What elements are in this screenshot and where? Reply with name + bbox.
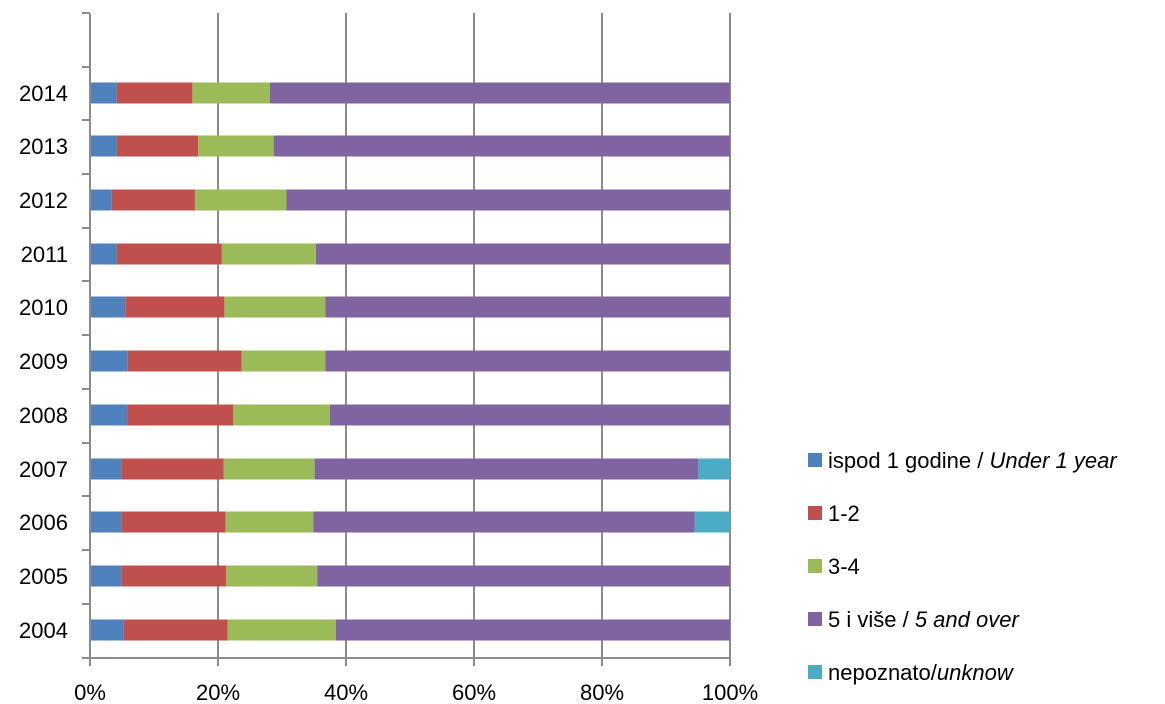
- bar-segment: [317, 565, 730, 587]
- bar-segment: [90, 458, 122, 480]
- legend-label: ispod 1 godine / Under 1 year: [828, 448, 1118, 473]
- legend-swatch: [808, 559, 822, 573]
- bar-segment: [121, 458, 224, 480]
- bar-segment: [125, 296, 225, 318]
- y-tick-label: 2008: [19, 403, 68, 428]
- bar-segment: [221, 243, 316, 265]
- x-tick-label: 20%: [196, 680, 240, 704]
- bar-segment: [315, 243, 730, 265]
- y-tick-label: 2010: [19, 295, 68, 320]
- bar-segment: [127, 404, 234, 426]
- bar-segment: [325, 296, 730, 318]
- bar-segment: [226, 565, 318, 587]
- bar-segment: [198, 135, 274, 157]
- y-tick-label: 2014: [19, 81, 68, 106]
- legend-label: 3-4: [828, 554, 860, 579]
- legend-swatch: [808, 612, 822, 626]
- bar-segment: [227, 619, 336, 641]
- axes: 0% 20% 40% 60% 80% 100% 2004 2005 2006 2007 2008 20…: [19, 12, 758, 704]
- bar-segment: [694, 511, 730, 533]
- bar-segment: [90, 243, 117, 265]
- bar-segment: [194, 189, 287, 211]
- bar-segment: [90, 511, 122, 533]
- bar-segment: [314, 458, 698, 480]
- bar-segment: [273, 135, 730, 157]
- bar-segment: [116, 243, 222, 265]
- y-tick-label: 2009: [19, 349, 68, 374]
- bar-segment: [225, 511, 314, 533]
- bar-segment: [325, 350, 730, 372]
- y-tick-label: 2004: [19, 618, 68, 643]
- bar-segment: [121, 511, 226, 533]
- y-tick-label: 2007: [19, 457, 68, 482]
- bar-segment: [233, 404, 330, 426]
- bar-segment: [111, 189, 195, 211]
- bar-segment: [90, 404, 128, 426]
- bar-segment: [241, 350, 326, 372]
- legend-label: 1-2: [828, 501, 860, 526]
- legend: ispod 1 godine / Under 1 year 1-2 3-4 5 i v…: [808, 448, 1118, 685]
- bar-segment: [223, 458, 315, 480]
- bar-segment: [224, 296, 326, 318]
- bar-segment: [127, 350, 242, 372]
- bar-segment: [330, 404, 730, 426]
- legend-label: 5 i više / 5 and over: [828, 607, 1020, 632]
- legend-swatch: [808, 665, 822, 679]
- y-tick-label: 2006: [19, 510, 68, 535]
- legend-swatch: [808, 453, 822, 467]
- x-tick-label: 40%: [324, 680, 368, 704]
- bar-segment: [269, 82, 730, 104]
- x-tick-label: 60%: [452, 680, 496, 704]
- bar-segment: [90, 82, 117, 104]
- bar-segment: [335, 619, 730, 641]
- bar-segment: [286, 189, 730, 211]
- bar-segment: [116, 135, 199, 157]
- y-tick-label: 2012: [19, 188, 68, 213]
- y-tick-label: 2013: [19, 134, 68, 159]
- gridlines: [217, 13, 731, 658]
- y-tick-label: 2005: [19, 564, 68, 589]
- x-tick-label: 100%: [702, 680, 758, 704]
- bar-segment: [90, 619, 124, 641]
- bar-segment: [313, 511, 695, 533]
- bar-segment: [123, 619, 228, 641]
- bar-segment: [90, 189, 112, 211]
- legend-label: nepoznato/unknow: [828, 660, 1015, 685]
- bars: [90, 82, 730, 641]
- bar-segment: [90, 135, 117, 157]
- x-tick-label: 0%: [74, 680, 106, 704]
- bar-segment: [192, 82, 270, 104]
- bar-segment: [90, 296, 126, 318]
- bar-segment: [698, 458, 730, 480]
- x-tick-label: 80%: [580, 680, 624, 704]
- bar-segment: [121, 565, 227, 587]
- y-tick-label: 2011: [21, 242, 68, 267]
- legend-swatch: [808, 506, 822, 520]
- bar-segment: [116, 82, 193, 104]
- bar-segment: [90, 565, 122, 587]
- bar-segment: [90, 350, 128, 372]
